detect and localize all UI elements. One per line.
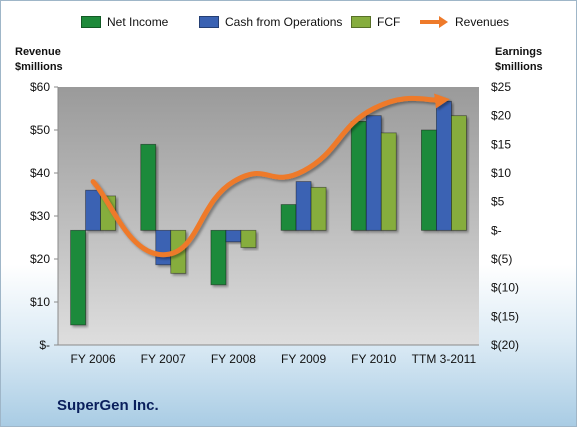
legend-swatch-cash-ops — [199, 16, 219, 28]
bar-net-income — [421, 129, 437, 231]
legend: Net Income Cash from Operations FCF Reve… — [1, 15, 576, 35]
x-tick-label: FY 2009 — [281, 352, 326, 366]
left-tick-label: $- — [39, 338, 50, 352]
x-tick-label: FY 2006 — [71, 352, 116, 366]
legend-label-net-income: Net Income — [107, 15, 169, 29]
left-tick-label: $50 — [30, 123, 50, 137]
right-tick-label: $(10) — [491, 281, 519, 295]
bar-fcf — [240, 229, 257, 248]
right-tick-label: $20 — [491, 109, 511, 123]
right-tick-label: $(15) — [491, 309, 519, 323]
bar-cash-ops — [225, 229, 242, 243]
left-axis-title-line-2: $millions — [15, 61, 63, 73]
bar-cash-ops — [85, 189, 101, 231]
legend-arrow-icon — [419, 15, 449, 29]
right-tick-label: $(20) — [491, 338, 519, 352]
legend-label-fcf: FCF — [377, 15, 401, 29]
bar-cash-ops — [295, 181, 312, 231]
right-tick-label: $- — [491, 223, 502, 237]
bar-fcf — [380, 132, 397, 231]
right-tick-label: $5 — [491, 195, 505, 209]
bar-net-income — [350, 121, 367, 231]
bar-net-income — [140, 143, 157, 231]
revenues-line — [90, 93, 450, 258]
legend-item-net-income: Net Income — [81, 15, 168, 29]
legend-label-revenues: Revenues — [455, 15, 510, 29]
left-tick-label: $40 — [30, 166, 50, 180]
bar-fcf — [451, 115, 467, 231]
legend-item-fcf: FCF — [351, 15, 400, 29]
right-tick-label: $(5) — [491, 252, 512, 266]
x-tick-label: FY 2010 — [351, 352, 396, 366]
plot-area — [58, 87, 479, 345]
bar-net-income — [70, 229, 86, 326]
x-tick-label: FY 2007 — [141, 352, 186, 366]
legend-swatch-fcf — [351, 16, 371, 28]
legend-item-revenues: Revenues — [419, 15, 509, 29]
legend-swatch-net-income — [81, 16, 101, 28]
x-tick-label: TTM 3-2011 — [412, 352, 477, 366]
right-tick-label: $15 — [491, 137, 511, 151]
right-axis-title: Earnings $millions — [495, 45, 543, 75]
right-tick-label: $25 — [491, 80, 511, 94]
bar-net-income — [210, 229, 227, 286]
left-axis-title: Revenue $millions — [15, 45, 63, 75]
legend-label-cash-ops: Cash from Operations — [225, 15, 343, 29]
bar-cash-ops — [365, 115, 382, 231]
bar-fcf — [310, 186, 327, 231]
left-axis-title-line-1: Revenue — [15, 46, 61, 58]
left-tick-label: $10 — [30, 295, 50, 309]
left-tick-label: $60 — [30, 80, 50, 94]
bar-cash-ops — [155, 229, 172, 266]
right-axis-title-line-1: Earnings — [495, 46, 543, 58]
bar-net-income — [280, 204, 297, 231]
left-tick-label: $30 — [30, 209, 50, 223]
x-tick-label: FY 2008 — [211, 352, 256, 366]
legend-item-cash-ops: Cash from Operations — [199, 15, 342, 29]
bar-cash-ops — [436, 100, 452, 231]
right-axis-title-line-2: $millions — [495, 61, 543, 73]
company-name: SuperGen Inc. — [57, 397, 159, 414]
left-tick-label: $20 — [30, 252, 50, 266]
right-tick-label: $10 — [491, 166, 511, 180]
